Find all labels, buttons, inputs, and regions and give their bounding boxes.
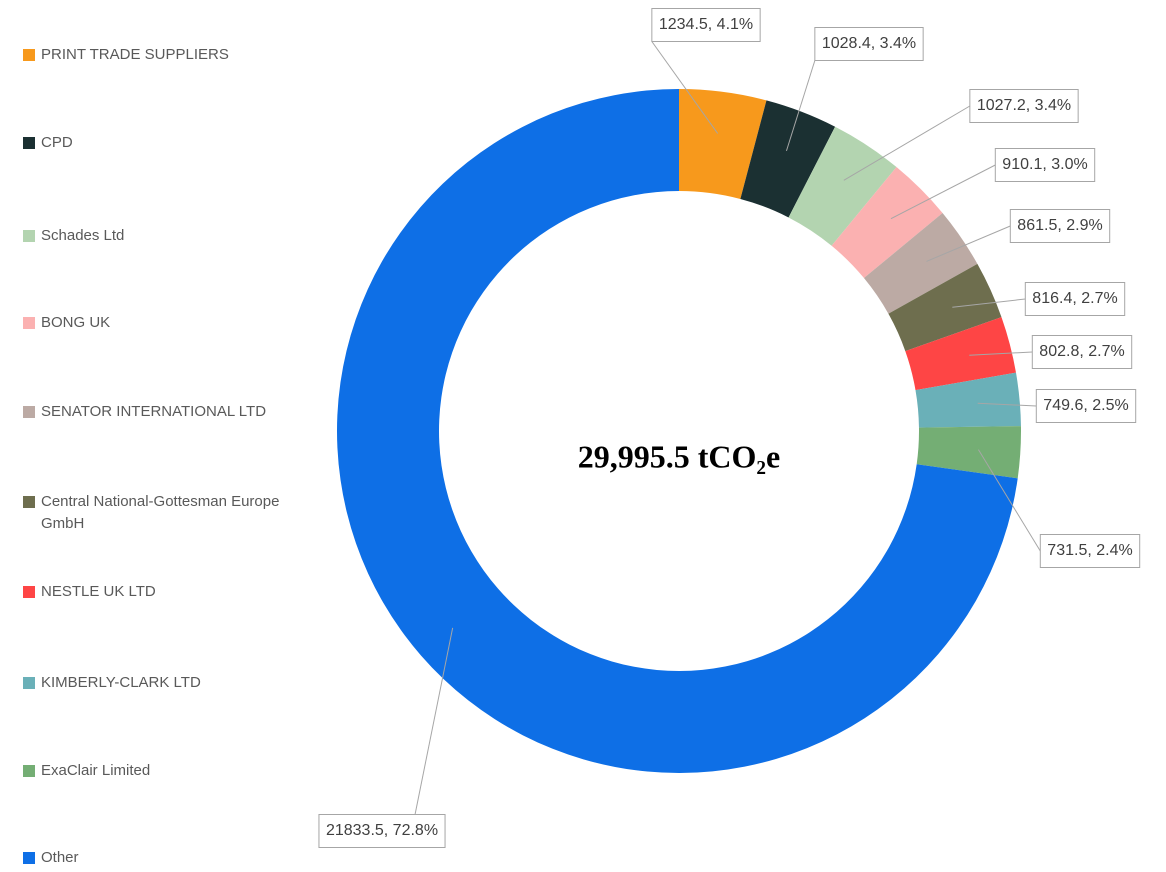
value-label: 910.1, 3.0% [1002, 156, 1087, 173]
legend-swatch [23, 765, 35, 777]
value-label: 1234.5, 4.1% [659, 16, 753, 33]
value-label: 1027.2, 3.4% [977, 97, 1071, 114]
value-label: 749.6, 2.5% [1043, 397, 1128, 414]
legend-swatch [23, 317, 35, 329]
label-box [1039, 534, 1141, 568]
center-label: 29,995.5 tCO₂e [578, 438, 780, 474]
label-box [1009, 209, 1111, 243]
value-label: 1028.4, 3.4% [822, 35, 916, 52]
legend-item: Central National-Gottesman Europe GmbH [23, 491, 321, 535]
value-label: 802.8, 2.7% [1039, 343, 1124, 360]
legend-label: BONG UK [41, 314, 111, 331]
legend-item: Schades Ltd [23, 225, 321, 247]
slice [788, 126, 897, 246]
legend-swatch [23, 406, 35, 418]
slice [740, 100, 836, 218]
leader-line [843, 105, 971, 181]
value-label: 816.4, 2.7% [1032, 290, 1117, 307]
leader-line [969, 351, 1033, 356]
leader-line [785, 60, 816, 152]
label-box [969, 89, 1079, 123]
slice [916, 426, 1021, 479]
label-box [651, 8, 761, 42]
legend-item: ExaClair Limited [23, 760, 321, 782]
legend-item: Other [23, 847, 321, 869]
legend-swatch [23, 496, 35, 508]
legend-item: PRINT TRADE SUPPLIERS [23, 44, 321, 66]
legend-item: NESTLE UK LTD [23, 581, 321, 603]
slice [679, 89, 767, 199]
leader-line [952, 298, 1026, 308]
legend-item: CPD [23, 132, 321, 154]
legend-label: CPD [41, 134, 73, 151]
legend-label: ExaClair Limited [41, 762, 151, 779]
slice [336, 89, 1018, 774]
leader-line [890, 164, 996, 220]
legend-label: Central National-Gottesman Europe GmbH [41, 493, 280, 532]
legend-swatch [23, 586, 35, 598]
label-box [994, 148, 1096, 182]
legend-item: KIMBERLY-CLARK LTD [23, 672, 321, 694]
legend-label: Schades Ltd [41, 227, 125, 244]
legend-swatch [23, 49, 35, 61]
legend-swatch [23, 137, 35, 149]
label-box [1035, 389, 1137, 423]
label-box [1024, 282, 1126, 316]
leader-line [926, 225, 1011, 262]
leader-line [977, 449, 1041, 552]
leader-line [414, 627, 454, 815]
legend-item: SENATOR INTERNATIONAL LTD [23, 401, 321, 423]
legend-label: PRINT TRADE SUPPLIERS [41, 46, 229, 63]
slice [888, 263, 1002, 352]
slice [905, 317, 1016, 391]
value-label: 731.5, 2.4% [1047, 542, 1132, 559]
label-box [1031, 335, 1133, 369]
slice [863, 213, 978, 314]
leader-line [651, 41, 719, 134]
slice [915, 372, 1021, 428]
legend-item: BONG UK [23, 312, 321, 334]
slice [831, 167, 943, 279]
legend-swatch [23, 230, 35, 242]
leader-line [977, 402, 1037, 407]
value-label: 21833.5, 72.8% [326, 822, 438, 839]
legend-label: SENATOR INTERNATIONAL LTD [41, 403, 267, 420]
label-box [318, 814, 446, 848]
legend-label: NESTLE UK LTD [41, 583, 156, 600]
legend-label: Other [41, 849, 79, 866]
legend-swatch [23, 677, 35, 689]
label-box [814, 27, 924, 61]
legend-swatch [23, 852, 35, 864]
legend-label: KIMBERLY-CLARK LTD [41, 674, 201, 691]
value-label: 861.5, 2.9% [1017, 217, 1102, 234]
